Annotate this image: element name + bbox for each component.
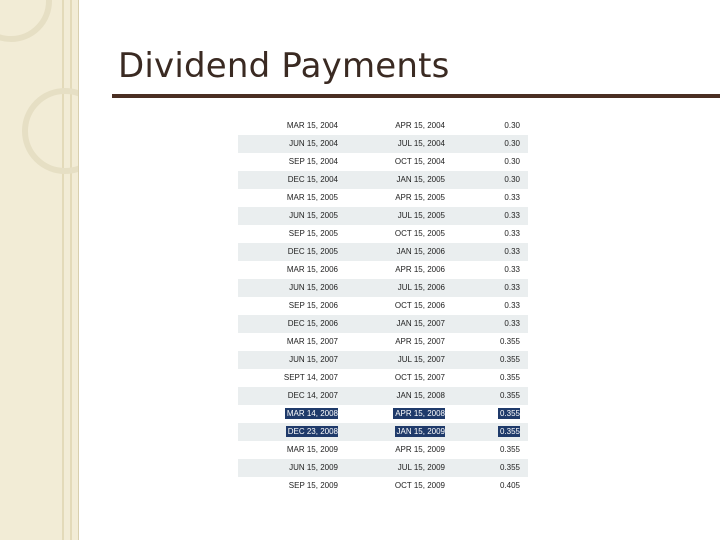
table-row: MAR 15, 2006 APR 15, 2006 0.33 <box>238 261 528 279</box>
record-date-cell: JAN 15, 2007 <box>338 315 445 333</box>
record-date-cell: JUL 15, 2007 <box>338 351 445 369</box>
record-date-cell: APR 15, 2004 <box>395 121 445 130</box>
record-date-cell: APR 15, 2005 <box>395 193 445 202</box>
table-row: JUN 15, 2005 JUL 15, 2005 0.33 <box>238 207 528 225</box>
record-date-cell: APR 15, 2009 <box>395 445 445 454</box>
payment-date-cell: SEP 15, 2006 <box>288 301 338 310</box>
payment-date-cell: SEPT 14, 2007 <box>283 373 338 382</box>
payment-date-cell: MAR 15, 2009 <box>286 445 338 454</box>
record-date-cell: JUL 15, 2004 <box>338 135 445 153</box>
decorative-line <box>62 0 64 540</box>
highlighted-value: 0.355 <box>497 426 520 437</box>
amount-cell: 0.33 <box>445 279 528 297</box>
amount-cell: 0.33 <box>445 243 528 261</box>
payment-date-cell: JUN 15, 2006 <box>238 279 338 297</box>
amount-cell: 0.33 <box>504 193 520 202</box>
highlighted-value: DEC 23, 2008 <box>285 426 338 437</box>
table-row: SEP 15, 2004 OCT 15, 2004 0.30 <box>238 153 528 171</box>
table-row: JUN 15, 2007 JUL 15, 2007 0.355 <box>238 351 528 369</box>
payment-date-cell: MAR 15, 2004 <box>286 121 338 130</box>
amount-cell: 0.355 <box>445 459 528 477</box>
payment-date-cell: MAR 15, 2006 <box>286 265 338 274</box>
record-date-cell: APR 15, 2008 <box>338 405 445 423</box>
payment-date-cell: SEP 15, 2005 <box>288 229 338 238</box>
payment-date-cell: DEC 15, 2005 <box>238 243 338 261</box>
amount-cell: 0.355 <box>499 337 520 346</box>
record-date-cell: OCT 15, 2006 <box>394 301 445 310</box>
record-date-cell: OCT 15, 2005 <box>394 229 445 238</box>
table-row: MAR 15, 2004 APR 15, 2004 0.30 <box>238 117 528 135</box>
amount-cell: 0.33 <box>504 229 520 238</box>
amount-cell: 0.30 <box>445 171 528 189</box>
amount-cell: 0.33 <box>445 207 528 225</box>
highlighted-value: 0.355 <box>497 408 520 419</box>
slide-title: Dividend Payments <box>118 46 450 86</box>
table-row: SEPT 14, 2007 OCT 15, 2007 0.355 <box>238 369 528 387</box>
amount-cell: 0.355 <box>445 351 528 369</box>
table-row: MAR 15, 2009 APR 15, 2009 0.355 <box>238 441 528 459</box>
amount-cell: 0.30 <box>504 157 520 166</box>
record-date-cell: JUL 15, 2009 <box>338 459 445 477</box>
record-date-cell: APR 15, 2007 <box>395 337 445 346</box>
table-row: DEC 14, 2007 JAN 15, 2008 0.355 <box>238 387 528 405</box>
decorative-ring <box>0 0 52 42</box>
record-date-cell: JAN 15, 2009 <box>338 423 445 441</box>
record-date-cell: OCT 15, 2007 <box>394 373 445 382</box>
record-date-cell: APR 15, 2006 <box>395 265 445 274</box>
payment-date-cell: JUN 15, 2009 <box>238 459 338 477</box>
amount-cell: 0.355 <box>445 387 528 405</box>
table-row: JUN 15, 2009 JUL 15, 2009 0.355 <box>238 459 528 477</box>
record-date-cell: OCT 15, 2009 <box>394 481 445 490</box>
table-row: JUN 15, 2006 JUL 15, 2006 0.33 <box>238 279 528 297</box>
record-date-cell: OCT 15, 2004 <box>394 157 445 166</box>
highlighted-value: JAN 15, 2009 <box>394 426 445 437</box>
payment-date-cell: MAR 15, 2007 <box>286 337 338 346</box>
payment-date-cell: DEC 23, 2008 <box>238 423 338 441</box>
table-row: DEC 15, 2005 JAN 15, 2006 0.33 <box>238 243 528 261</box>
record-date-cell: JUL 15, 2006 <box>338 279 445 297</box>
title-underline <box>112 94 720 98</box>
decorative-ring <box>22 88 78 174</box>
payment-date-cell: DEC 15, 2006 <box>238 315 338 333</box>
payment-date-cell: JUN 15, 2007 <box>238 351 338 369</box>
payment-date-cell: SEP 15, 2009 <box>288 481 338 490</box>
amount-cell: 0.405 <box>499 481 520 490</box>
highlighted-value: MAR 14, 2008 <box>284 408 338 419</box>
amount-cell: 0.33 <box>504 265 520 274</box>
record-date-cell: JAN 15, 2006 <box>338 243 445 261</box>
table-row: DEC 15, 2006 JAN 15, 2007 0.33 <box>238 315 528 333</box>
table-row: DEC 15, 2004 JAN 15, 2005 0.30 <box>238 171 528 189</box>
amount-cell: 0.33 <box>445 315 528 333</box>
amount-cell: 0.355 <box>445 423 528 441</box>
dividend-table: MAR 15, 2004 APR 15, 2004 0.30 JUN 15, 2004… <box>238 117 528 495</box>
record-date-cell: JAN 15, 2008 <box>338 387 445 405</box>
highlighted-value: APR 15, 2008 <box>393 408 445 419</box>
table-row: MAR 14, 2008 APR 15, 2008 0.355 <box>238 405 528 423</box>
decorative-side-band <box>0 0 79 540</box>
record-date-cell: JAN 15, 2005 <box>338 171 445 189</box>
amount-cell: 0.355 <box>445 405 528 423</box>
dividend-table-body: MAR 15, 2004 APR 15, 2004 0.30 JUN 15, 2004… <box>238 117 528 495</box>
payment-date-cell: MAR 15, 2005 <box>286 193 338 202</box>
table-row: SEP 15, 2006 OCT 15, 2006 0.33 <box>238 297 528 315</box>
payment-date-cell: DEC 14, 2007 <box>238 387 338 405</box>
amount-cell: 0.33 <box>504 301 520 310</box>
amount-cell: 0.355 <box>499 373 520 382</box>
record-date-cell: JUL 15, 2005 <box>338 207 445 225</box>
table-row: MAR 15, 2005 APR 15, 2005 0.33 <box>238 189 528 207</box>
table-row: DEC 23, 2008 JAN 15, 2009 0.355 <box>238 423 528 441</box>
table-row: SEP 15, 2009 OCT 15, 2009 0.405 <box>238 477 528 495</box>
amount-cell: 0.30 <box>504 121 520 130</box>
payment-date-cell: SEP 15, 2004 <box>288 157 338 166</box>
payment-date-cell: MAR 14, 2008 <box>238 405 338 423</box>
amount-cell: 0.30 <box>445 135 528 153</box>
table-row: SEP 15, 2005 OCT 15, 2005 0.33 <box>238 225 528 243</box>
table-row: MAR 15, 2007 APR 15, 2007 0.355 <box>238 333 528 351</box>
payment-date-cell: JUN 15, 2005 <box>238 207 338 225</box>
table-row: JUN 15, 2004 JUL 15, 2004 0.30 <box>238 135 528 153</box>
decorative-line <box>70 0 72 540</box>
payment-date-cell: DEC 15, 2004 <box>238 171 338 189</box>
amount-cell: 0.355 <box>499 445 520 454</box>
payment-date-cell: JUN 15, 2004 <box>238 135 338 153</box>
